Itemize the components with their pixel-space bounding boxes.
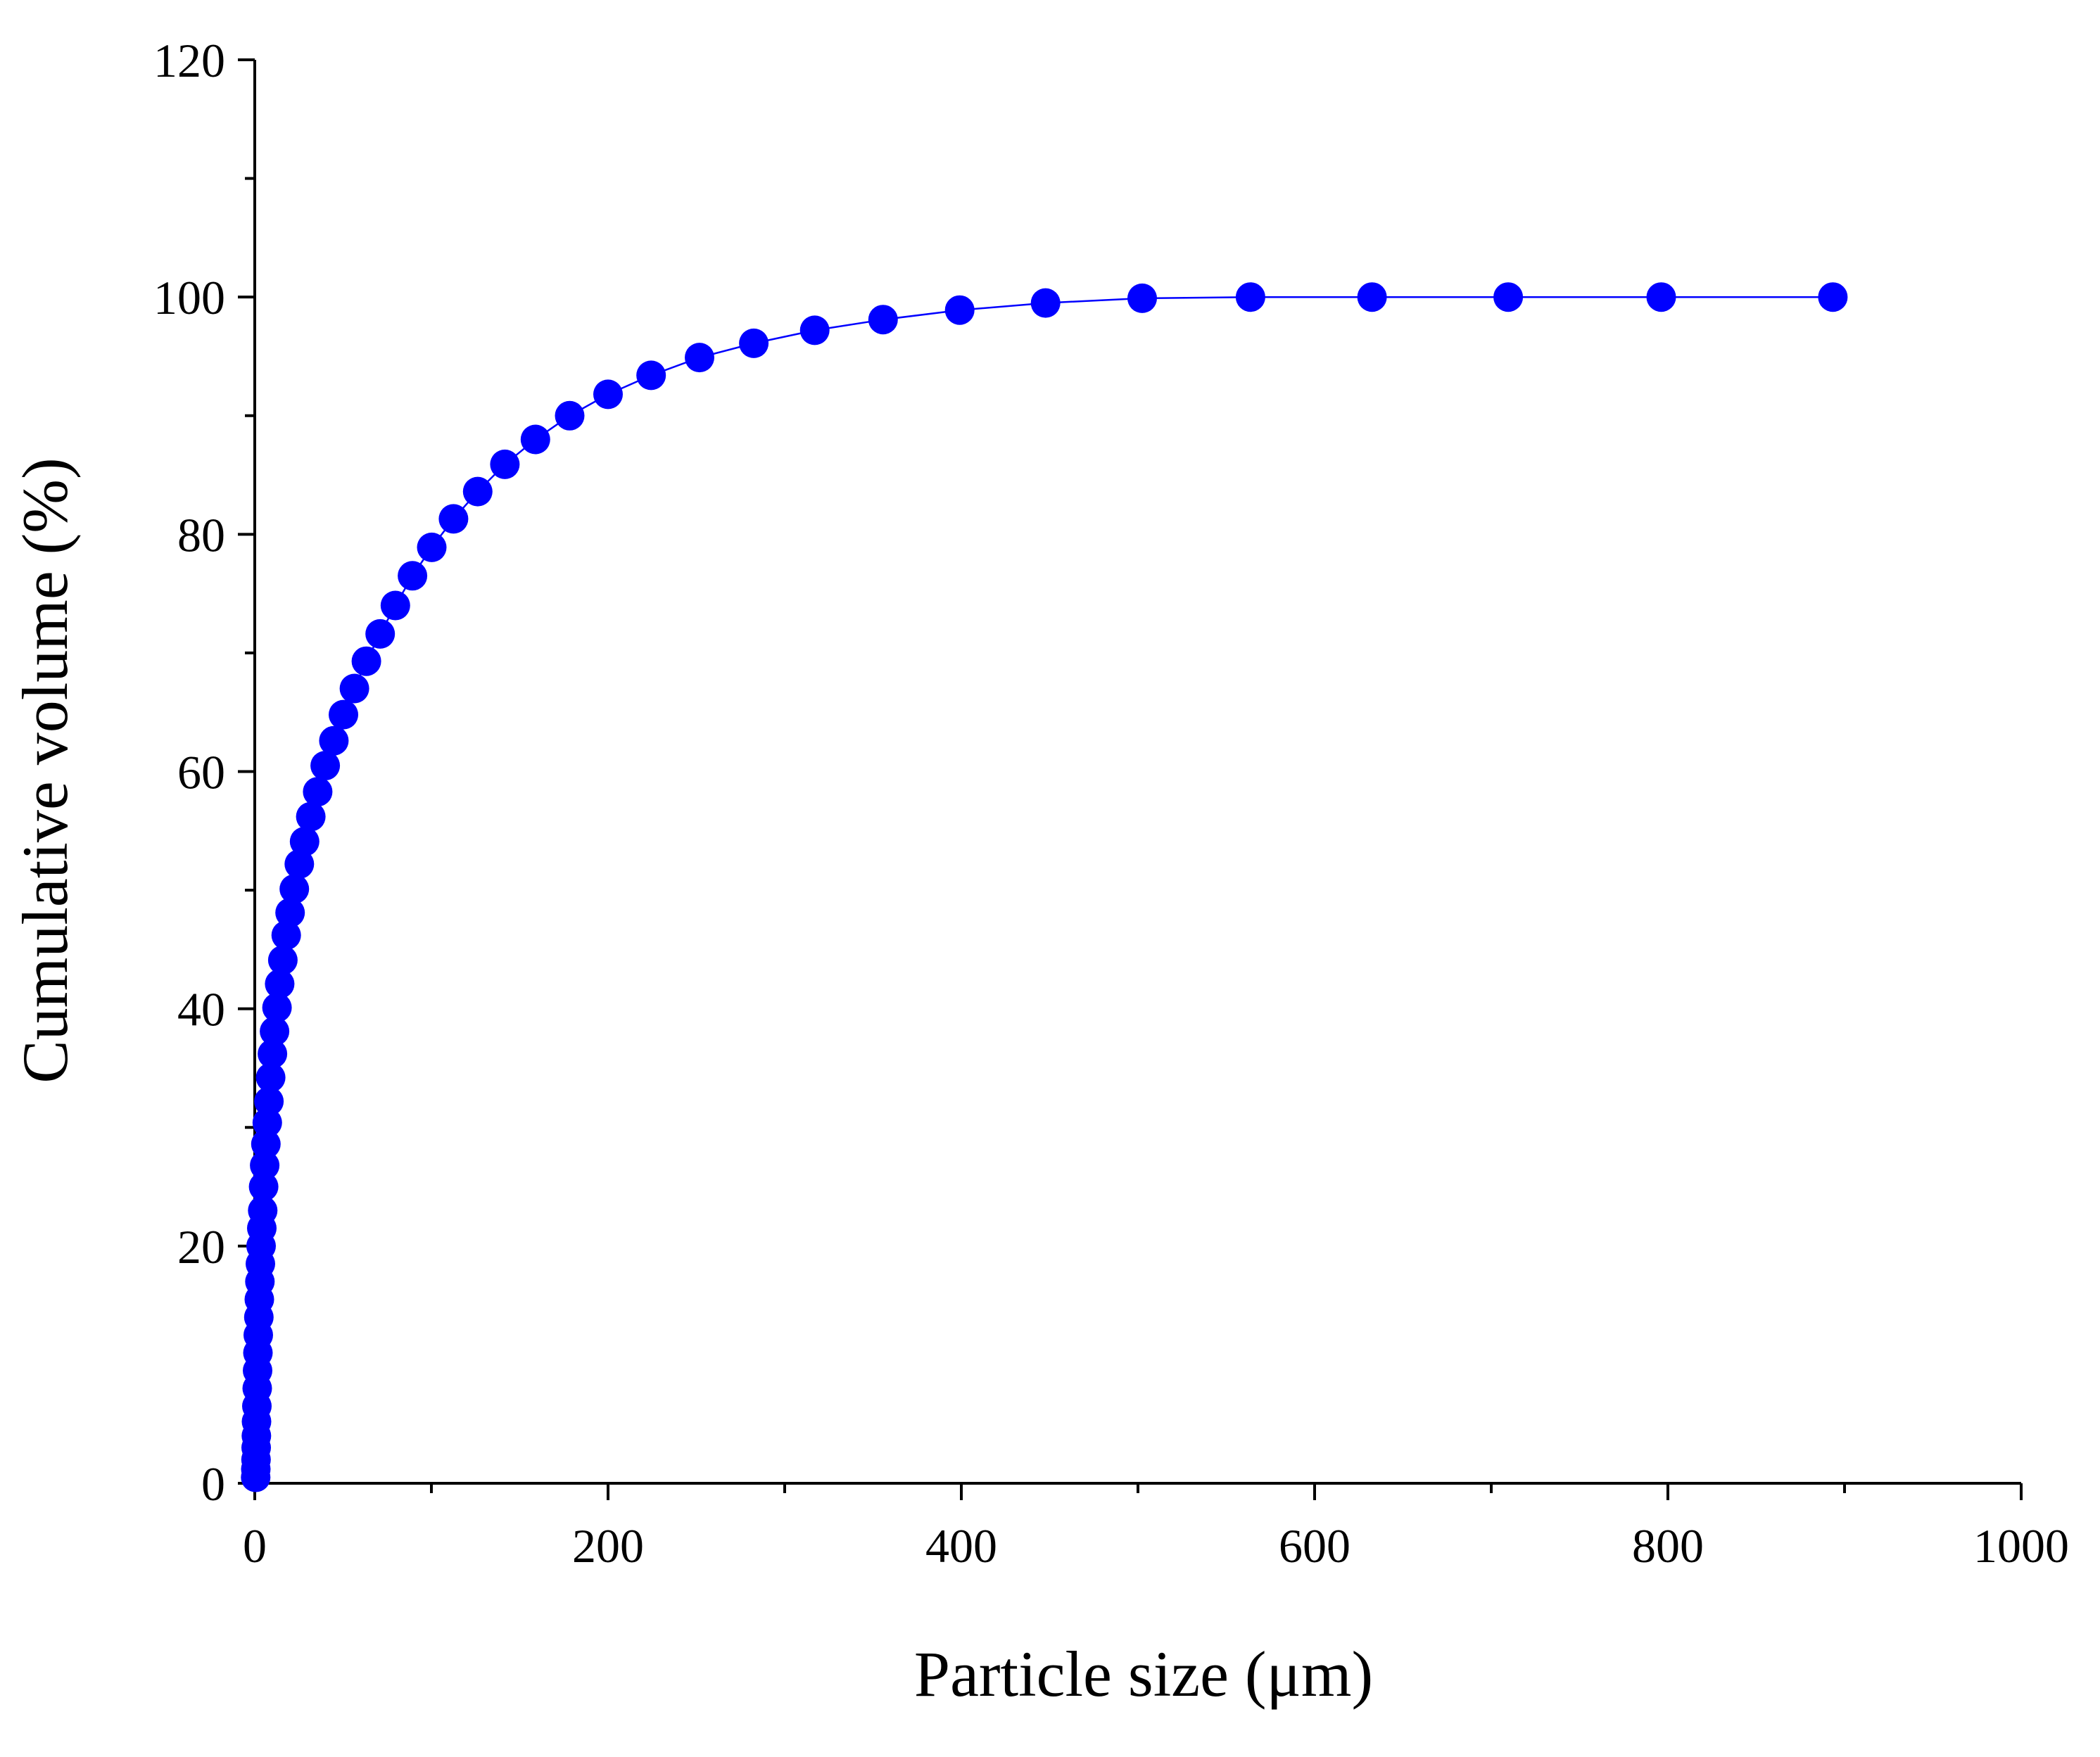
x-tick-label: 1000 xyxy=(1973,1519,2069,1573)
x-tick-label: 200 xyxy=(572,1519,644,1573)
data-point xyxy=(685,343,714,373)
axes xyxy=(253,60,2021,1485)
data-point xyxy=(1235,282,1265,312)
y-axis-title: Cumulative volume (%) xyxy=(9,457,81,1083)
data-point xyxy=(279,874,310,904)
x-axis-title: Particle size (μm) xyxy=(914,1638,1373,1710)
data-point xyxy=(1127,283,1157,313)
data-point xyxy=(1493,282,1524,312)
data-point xyxy=(275,898,305,928)
data-point xyxy=(351,646,381,676)
x-tick-label: 400 xyxy=(925,1519,997,1573)
data-point xyxy=(248,1195,278,1226)
y-tick-label: 100 xyxy=(153,271,225,324)
y-tick-label: 0 xyxy=(201,1457,225,1511)
data-point xyxy=(248,1172,279,1202)
data-point xyxy=(319,725,349,756)
data-point xyxy=(365,619,396,649)
data-point xyxy=(267,945,298,975)
data-point xyxy=(520,424,550,455)
data-point xyxy=(739,328,769,358)
data-point xyxy=(255,1063,286,1093)
y-tick-label: 60 xyxy=(177,746,225,799)
data-point xyxy=(398,561,428,591)
y-tick-label: 40 xyxy=(177,983,225,1036)
series-line xyxy=(255,296,1833,1478)
data-point xyxy=(303,777,333,807)
data-point xyxy=(296,801,326,832)
data-point xyxy=(1818,282,1848,312)
x-tick-label: 0 xyxy=(243,1519,267,1573)
data-point xyxy=(284,849,315,879)
data-point xyxy=(252,1108,282,1138)
data-point xyxy=(250,1150,280,1181)
data-point xyxy=(339,673,369,704)
data-point xyxy=(555,400,585,431)
data-point xyxy=(254,1086,284,1117)
data-point xyxy=(417,532,447,562)
data-point xyxy=(944,295,975,325)
series-layer xyxy=(241,282,1848,1492)
data-point xyxy=(799,315,830,345)
data-point xyxy=(1646,282,1676,312)
data-point xyxy=(271,920,301,951)
ticks: 0 200 400 600 800 1000 0 20 40 60 80 100 120 xyxy=(153,34,2069,1573)
data-point xyxy=(462,476,493,507)
x-tick-label: 600 xyxy=(1279,1519,1351,1573)
data-point xyxy=(289,827,320,856)
data-point xyxy=(310,751,341,781)
data-point xyxy=(438,504,469,534)
data-point xyxy=(636,360,666,391)
data-point xyxy=(1030,288,1061,318)
data-point xyxy=(265,969,295,999)
y-tick-label: 80 xyxy=(177,508,225,562)
data-point xyxy=(380,590,410,621)
data-point xyxy=(329,699,358,730)
y-tick-label: 120 xyxy=(153,34,225,87)
data-point xyxy=(1357,282,1387,312)
x-tick-label: 800 xyxy=(1632,1519,1704,1573)
data-point xyxy=(593,379,623,410)
data-point xyxy=(262,993,292,1022)
data-point xyxy=(868,305,898,335)
y-tick-label: 20 xyxy=(177,1220,225,1274)
data-point xyxy=(251,1129,281,1159)
data-point xyxy=(260,1016,290,1046)
data-point xyxy=(490,449,520,479)
data-point xyxy=(258,1039,288,1069)
